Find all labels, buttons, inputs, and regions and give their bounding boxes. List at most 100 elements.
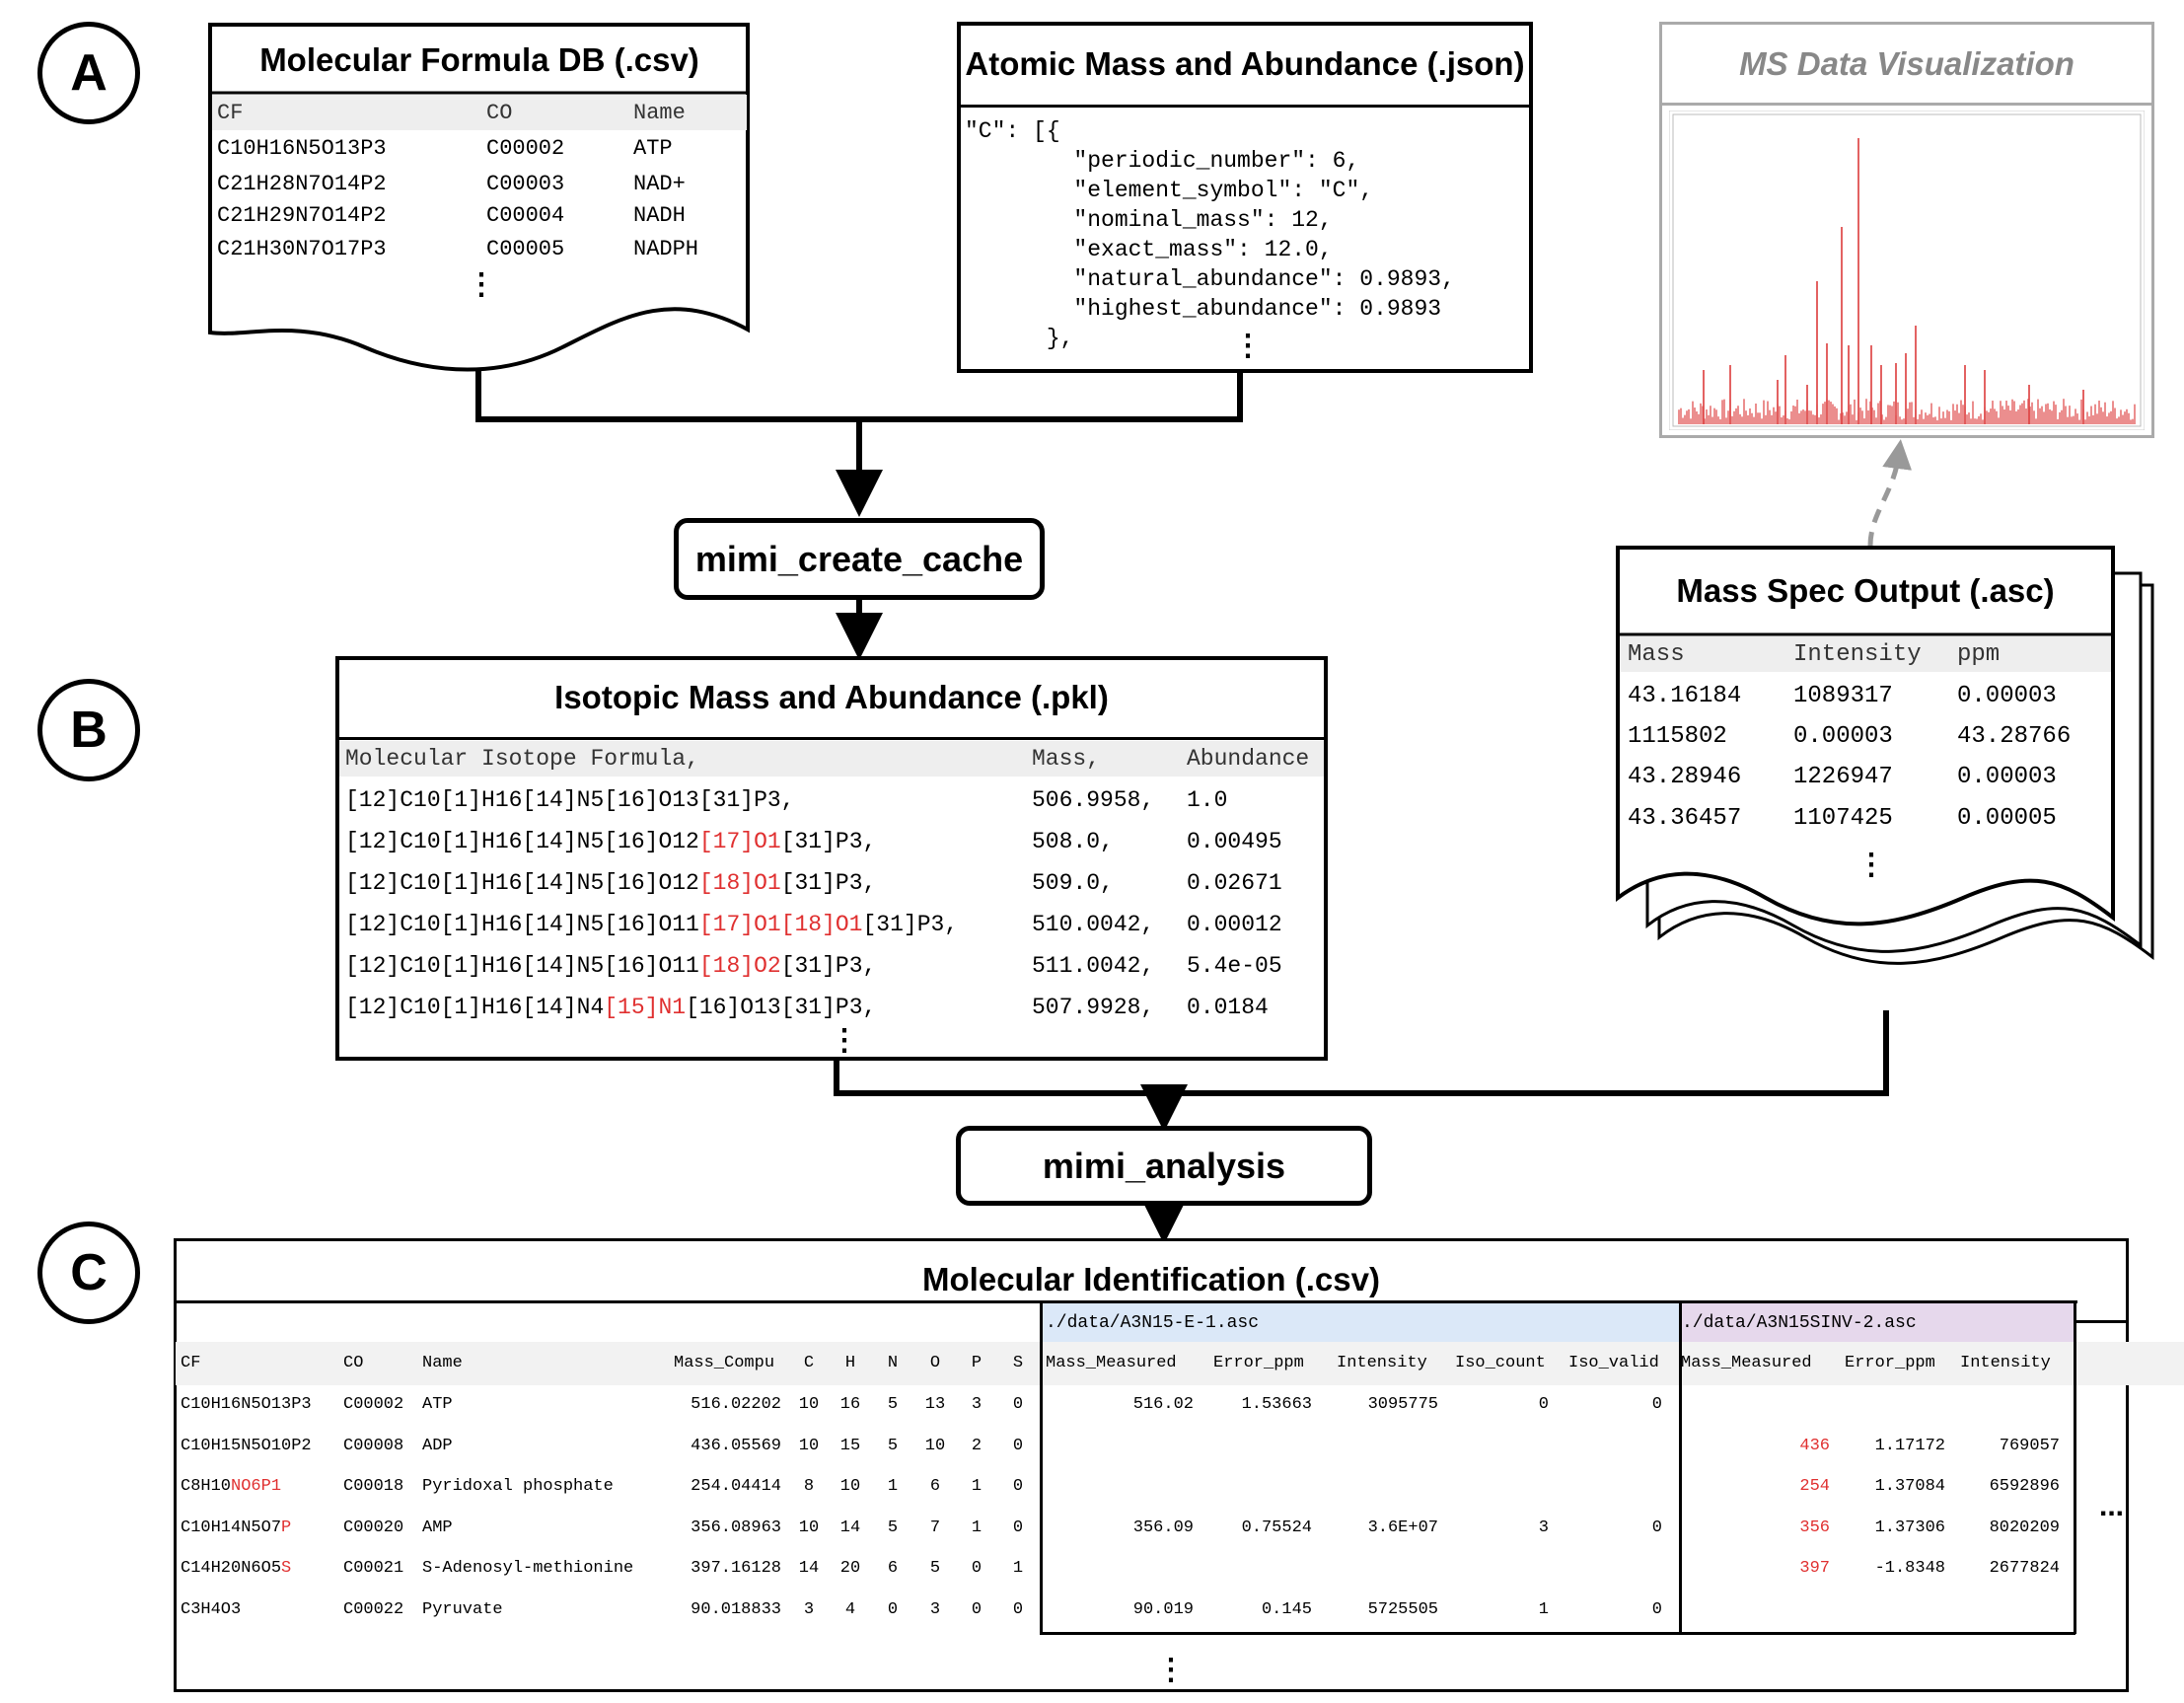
- element-count: 16: [839, 1395, 861, 1414]
- element-count: 5: [887, 1437, 899, 1455]
- element-count: 0: [1012, 1437, 1024, 1455]
- molecular-db-header-row: [212, 95, 747, 130]
- mass-spec-title: Mass Spec Output (.asc): [1676, 572, 2055, 609]
- formula-part: [12]C10[1]H16[14]N5[16]O11: [345, 912, 699, 937]
- spec-cell: 1226947: [1793, 764, 1893, 790]
- column-header: Error_ppm: [1845, 1354, 1935, 1372]
- mass-spec-ellipsis: ⋮: [1856, 851, 1886, 884]
- column-header: C: [803, 1354, 815, 1372]
- isotope-abundance: 1.0: [1187, 787, 1228, 813]
- isotope-mass: 506.9958,: [1032, 787, 1155, 813]
- highlighted-isotope: [17]O1: [698, 829, 781, 854]
- json-line: "highest_abundance": 0.9893: [965, 296, 1442, 322]
- identification-title: Molecular Identification (.csv): [922, 1261, 1380, 1297]
- isotope-mass: 509.0,: [1032, 870, 1114, 896]
- json-line: "exact_mass": 12.0,: [965, 237, 1333, 262]
- identification-ellipsis-right: ...: [2099, 1490, 2125, 1522]
- column-header: Mass_Measured: [1681, 1354, 1812, 1372]
- computed-mass: 356.08963: [691, 1518, 781, 1537]
- element-count: 14: [839, 1518, 861, 1537]
- element-count: 5: [887, 1395, 899, 1414]
- atomic-mass-title: Atomic Mass and Abundance (.json): [965, 45, 1525, 82]
- file1-value: 3095775: [1367, 1395, 1438, 1414]
- db-cell: C00005: [486, 237, 565, 261]
- compound-name: S-Adenosyl-methionine: [422, 1559, 634, 1578]
- spec-cell: 0.00003: [1957, 683, 2057, 709]
- file1-right-border: [1679, 1300, 1682, 1634]
- isotope-formula: [12]C10[1]H16[14]N5[16]O11[17]O1[18]O1[3…: [345, 912, 958, 937]
- isotope-formula: [12]C10[1]H16[14]N4[15]N1[16]O13[31]P3,: [345, 995, 876, 1020]
- section-c-badge: C: [37, 1222, 140, 1324]
- element-count: 0: [971, 1559, 983, 1578]
- column-header: Name: [422, 1354, 463, 1372]
- element-count: 13: [924, 1395, 946, 1414]
- element-count: 0: [1012, 1518, 1024, 1537]
- file2-value: 356: [1799, 1518, 1830, 1537]
- element-count: 5: [929, 1559, 941, 1578]
- mimi-analysis-step: mimi_analysis: [956, 1126, 1372, 1206]
- element-count: 0: [1012, 1477, 1024, 1496]
- isotopic-divider: [335, 737, 1328, 740]
- file2-name: ./data/A3N15SINV-2.asc: [1682, 1313, 1917, 1333]
- ms-spectrum-plot: [1669, 111, 2145, 430]
- identification-title-divider: [174, 1300, 2077, 1303]
- element-count: 15: [839, 1437, 861, 1455]
- element-count: 14: [798, 1559, 820, 1578]
- file1-value: 0: [1651, 1518, 1662, 1537]
- file2-value: 436: [1799, 1437, 1830, 1455]
- formula-part: [31]P3,: [780, 953, 877, 979]
- file2-value: 1.17172: [1874, 1437, 1945, 1455]
- spec-cell: 0.00003: [1957, 764, 2057, 790]
- compound-name: ATP: [422, 1395, 453, 1414]
- element-count: 20: [839, 1559, 861, 1578]
- spec-cell: 0.00005: [1957, 805, 2057, 832]
- compound-id: C00002: [343, 1395, 404, 1414]
- identification-header-bg: [176, 1342, 2184, 1385]
- molecular-db-title: Molecular Formula DB (.csv): [259, 41, 699, 78]
- element-count: 10: [798, 1437, 820, 1455]
- element-count: 3: [971, 1395, 983, 1414]
- spec-cell: 1115802: [1628, 723, 1727, 750]
- formula-part: [12]C10[1]H16[14]N5[16]O13[31]P3,: [345, 787, 795, 813]
- column-header: Intensity: [1793, 641, 1922, 668]
- element-count: 4: [844, 1600, 856, 1619]
- isotope-mass: 511.0042,: [1032, 953, 1155, 979]
- file2-value: -1.8348: [1874, 1559, 1945, 1578]
- file1-value: 1: [1538, 1600, 1549, 1619]
- compound-id: C00020: [343, 1518, 404, 1537]
- file2-value: 769057: [1999, 1437, 2060, 1455]
- file1-value: 356.09: [1132, 1518, 1194, 1537]
- file1-value: 516.02: [1132, 1395, 1194, 1414]
- file1-value: 0: [1651, 1395, 1662, 1414]
- compound-formula: C10H16N5O13P3: [181, 1395, 312, 1414]
- atomic-mass-divider: [957, 105, 1533, 108]
- file1-name: ./data/A3N15-E-1.asc: [1046, 1313, 1260, 1333]
- column-header: Intensity: [1960, 1354, 2051, 1372]
- file2-value: 6592896: [1989, 1477, 2060, 1496]
- compound-id: C00008: [343, 1437, 404, 1455]
- isotope-formula: [12]C10[1]H16[14]N5[16]O13[31]P3,: [345, 787, 794, 813]
- db-cell: C10H16N5O13P3: [217, 136, 387, 161]
- file2-value: 1.37306: [1874, 1518, 1945, 1537]
- json-line: "natural_abundance": 0.9893,: [965, 266, 1455, 292]
- highlighted-isotope: [18]O1: [698, 870, 781, 896]
- element-count: 6: [887, 1559, 899, 1578]
- file2-value: 397: [1799, 1559, 1830, 1578]
- element-count: 0: [1012, 1395, 1024, 1414]
- file2-value: 8020209: [1989, 1518, 2060, 1537]
- element-count: 6: [929, 1477, 941, 1496]
- computed-mass: 516.02202: [691, 1395, 781, 1414]
- element-count: 8: [803, 1477, 815, 1496]
- file1-value: 0.75524: [1241, 1518, 1312, 1537]
- column-header: Mass_Compu: [674, 1354, 775, 1372]
- formula-part: C3H4O3: [181, 1600, 242, 1619]
- isotopic-ellipsis: ⋮: [830, 1026, 859, 1060]
- column-header: Mass,: [1032, 746, 1101, 772]
- file1-value: 5725505: [1367, 1600, 1438, 1619]
- file2-value: 254: [1799, 1477, 1830, 1496]
- db-cell: C00003: [486, 172, 565, 196]
- element-count: 2: [971, 1437, 983, 1455]
- element-count: 1: [887, 1477, 899, 1496]
- formula-part: [12]C10[1]H16[14]N5[16]O11: [345, 953, 699, 979]
- formula-part: [16]O13[31]P3,: [686, 995, 877, 1020]
